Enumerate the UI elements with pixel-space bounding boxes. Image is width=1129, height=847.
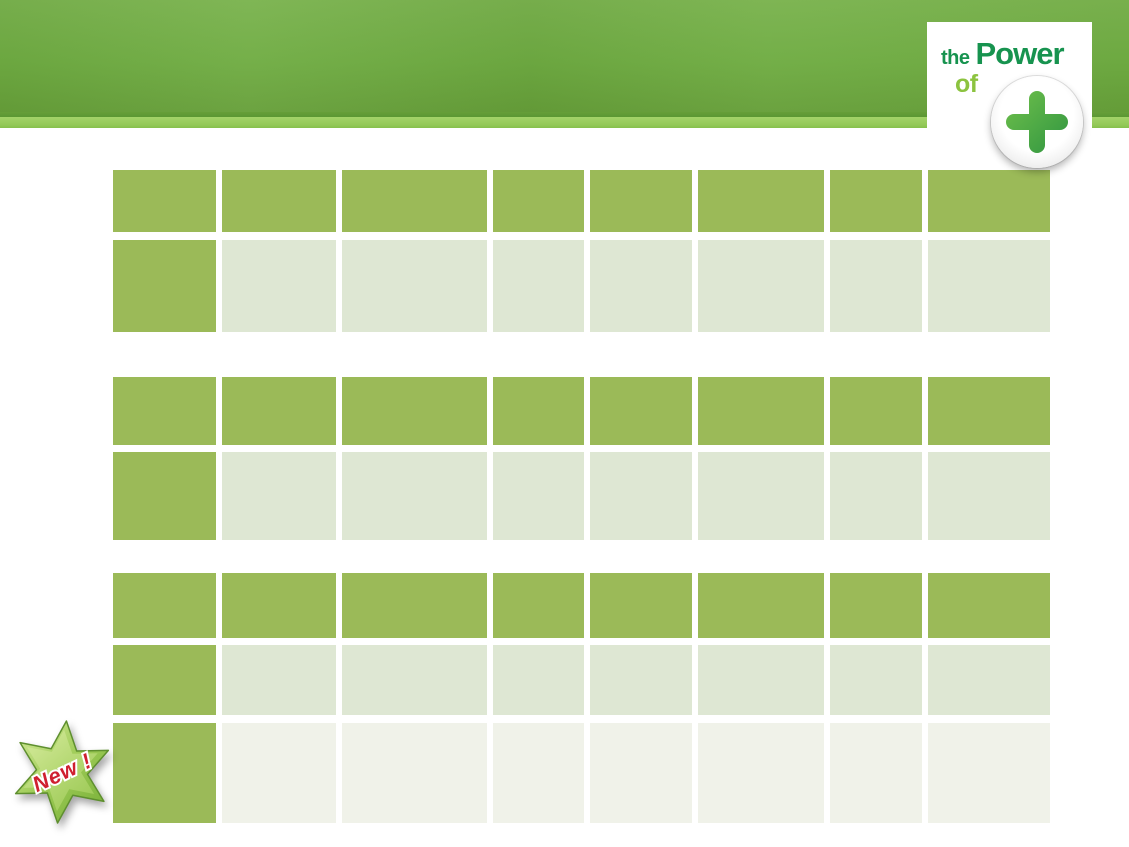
header-cell: [493, 573, 584, 638]
table-3: [113, 573, 1050, 823]
data-cell: [341, 452, 487, 540]
data-cell: [589, 723, 692, 823]
header-cell: [830, 377, 922, 445]
header-cell: [222, 573, 336, 638]
header-cell: [589, 170, 692, 232]
data-cell: [830, 240, 922, 332]
logo-line-1: the Power: [941, 36, 1065, 72]
header-band-stripe: [0, 117, 1129, 128]
data-cell: [493, 452, 584, 540]
data-cell: [697, 240, 825, 332]
header-cell: [589, 573, 692, 638]
plus-icon: [1006, 91, 1068, 153]
table-row-body-light: [113, 723, 1050, 823]
data-cell: [341, 645, 487, 715]
header-cell: [113, 573, 217, 638]
header-cell: [589, 377, 692, 445]
header-cell: [927, 573, 1050, 638]
data-cell: [493, 240, 584, 332]
star-bevel: [23, 729, 98, 812]
plus-circle-icon: [991, 76, 1083, 168]
data-cell: [830, 452, 922, 540]
header-cell: [927, 377, 1050, 445]
star-burst-icon: New !: [14, 720, 110, 824]
table-row-body: [113, 645, 1050, 715]
table-row-header: [113, 170, 1050, 232]
header-cell: [830, 170, 922, 232]
data-cell: [927, 452, 1050, 540]
table-row-body: [113, 240, 1050, 332]
header-cell: [830, 573, 922, 638]
data-cell: [697, 723, 825, 823]
row-leader-cell: [113, 452, 217, 540]
header-cell: [493, 170, 584, 232]
header-cell: [493, 377, 584, 445]
data-cell: [589, 645, 692, 715]
data-cell: [697, 452, 825, 540]
row-leader-cell: [113, 240, 217, 332]
header-cell: [113, 377, 217, 445]
data-cell: [222, 645, 336, 715]
data-cell: [222, 723, 336, 823]
header-band-divider: [0, 112, 1129, 117]
table-1: [113, 170, 1050, 332]
header-cell: [341, 170, 487, 232]
data-cell: [927, 240, 1050, 332]
data-cell: [589, 240, 692, 332]
data-cell: [830, 723, 922, 823]
data-cell: [493, 645, 584, 715]
data-cell: [697, 645, 825, 715]
data-cell: [222, 452, 336, 540]
data-cell: [493, 723, 584, 823]
logo-word-of: of: [955, 70, 978, 98]
row-leader-cell: [113, 645, 217, 715]
header-cell: [927, 170, 1050, 232]
logo-word-power: Power: [975, 36, 1065, 71]
row-leader-cell: [113, 723, 217, 823]
header-cell: [113, 170, 217, 232]
table-row-header: [113, 377, 1050, 445]
data-cell: [341, 723, 487, 823]
data-cell: [589, 452, 692, 540]
data-cell: [341, 240, 487, 332]
table-row-header: [113, 573, 1050, 638]
logo-word-the: the: [941, 47, 970, 69]
new-badge: New !: [0, 708, 126, 836]
header-cell: [222, 377, 336, 445]
header-cell: [222, 170, 336, 232]
data-cell: [927, 723, 1050, 823]
header-cell: [697, 573, 825, 638]
data-cell: [830, 645, 922, 715]
header-cell: [341, 377, 487, 445]
header-cell: [697, 170, 825, 232]
data-cell: [222, 240, 336, 332]
table-2: [113, 377, 1050, 540]
header-cell: [341, 573, 487, 638]
table-row-body: [113, 452, 1050, 540]
header-cell: [697, 377, 825, 445]
data-cell: [927, 645, 1050, 715]
